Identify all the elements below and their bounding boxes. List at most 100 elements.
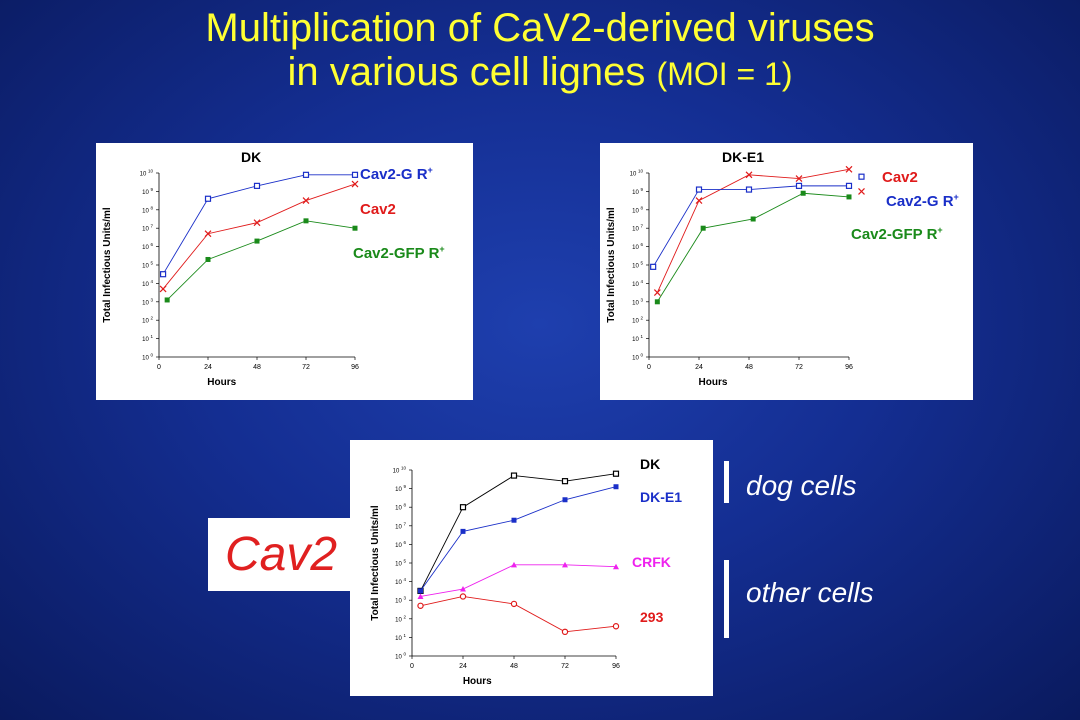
- y-tick-label: 10 10: [630, 169, 644, 178]
- x-tick-label: 96: [845, 364, 853, 371]
- legend-cav2-gfp-r-text: Cav2-GFP R: [851, 226, 938, 243]
- y-tick-label: 10 3: [395, 596, 406, 605]
- marker-open-square: [351, 171, 359, 178]
- x-tick-label: 72: [302, 364, 310, 371]
- y-tick-label: 10 1: [142, 334, 153, 343]
- x-tick-label: 72: [795, 364, 803, 371]
- legend-293: 293: [640, 609, 664, 625]
- y-tick-label: 10 2: [632, 316, 643, 325]
- legend-dke1: DK-E1: [640, 489, 683, 505]
- y-tick-label: 10 6: [142, 242, 153, 251]
- y-axis-label: Total Infectious Units/ml: [102, 207, 113, 323]
- x-tick-label: 72: [561, 663, 569, 670]
- marker-filled-square: [750, 216, 756, 222]
- marker-filled-square: [164, 297, 170, 303]
- marker-triangle: [613, 563, 619, 570]
- x-axis-label: Hours: [207, 377, 236, 388]
- y-tick-label: 10 7: [395, 521, 406, 530]
- marker-triangle: [460, 586, 466, 592]
- marker-filled-square: [418, 588, 423, 594]
- y-tick-label: 10 9: [395, 484, 406, 493]
- y-tick-label: 10 0: [395, 652, 406, 661]
- marker-open-square: [745, 186, 753, 193]
- title-line2-text: in various cell lignes: [287, 50, 646, 94]
- x-axis-label: Hours: [463, 676, 492, 687]
- series-line: [162, 183, 356, 290]
- marker-x: [745, 171, 753, 179]
- y-tick-label: 10 2: [395, 614, 406, 623]
- y-tick-label: 10 5: [395, 559, 406, 568]
- marker-filled-square: [352, 225, 358, 231]
- marker-filled-square: [562, 497, 568, 503]
- marker-filled-square: [460, 528, 466, 534]
- y-tick-label: 10 3: [632, 297, 643, 306]
- legend-cav2-gfp-r: Cav2-GFP R+: [353, 244, 445, 262]
- legend-cav2-g-r-text: Cav2-G R: [886, 193, 954, 210]
- chart-title: DK-E1: [722, 149, 764, 165]
- y-axis-label: Total Infectious Units/ml: [606, 207, 617, 323]
- chart-dk-panel: 10 0 10 1 10 2 10 3 10 4 10 5 10 6 10 7 10 8 10 9…: [96, 143, 473, 400]
- legend-cav2-gfp-r-text: Cav2-GFP R: [353, 245, 440, 262]
- y-tick-label: 10 8: [142, 205, 153, 214]
- x-tick-label: 96: [351, 364, 359, 371]
- marker-filled-square: [303, 218, 309, 224]
- slide-title-line2: in various cell lignes (MOI = 1): [0, 50, 1080, 96]
- legend-cav2-g-r-sup: +: [427, 165, 433, 175]
- cav2-label: Cav2: [208, 518, 354, 591]
- y-tick-label: 10 0: [142, 353, 153, 362]
- series-line: [656, 192, 850, 303]
- x-tick-label: 24: [695, 364, 703, 371]
- y-tick-label: 10 5: [142, 261, 153, 270]
- y-tick-label: 10 8: [395, 503, 406, 512]
- series-line: [420, 473, 617, 592]
- marker-x: [795, 175, 803, 182]
- y-tick-label: 10 7: [632, 224, 643, 233]
- x-tick-label: 48: [253, 364, 261, 371]
- marker-x: [351, 180, 359, 188]
- marker-x: [695, 197, 703, 205]
- legend-crfk: CRFK: [632, 554, 671, 570]
- marker-open-square: [795, 182, 803, 189]
- marker-open-square: [561, 478, 569, 485]
- marker-open-circle: [561, 628, 569, 636]
- marker-open-square: [858, 173, 865, 180]
- marker-triangle: [511, 561, 517, 568]
- marker-open-square: [253, 182, 261, 189]
- marker-open-square: [650, 263, 657, 270]
- dog-cells-bracket: [724, 461, 729, 503]
- marker-x: [302, 197, 310, 205]
- y-tick-label: 10 1: [632, 334, 643, 343]
- x-tick-label: 0: [157, 364, 161, 371]
- marker-open-square: [845, 182, 853, 189]
- legend-cav2-gfp-r-sup: +: [937, 225, 943, 235]
- chart-dke1-panel: 10 0 10 1 10 2 10 3 10 4 10 5 10 6 10 7 10 8 10 9…: [600, 143, 973, 400]
- series-line: [420, 486, 617, 592]
- legend-cav2-gfp-r-sup: +: [439, 244, 445, 254]
- marker-filled-square: [254, 238, 260, 244]
- marker-filled-square: [205, 256, 211, 262]
- marker-triangle: [417, 593, 424, 599]
- marker-filled-square: [700, 225, 706, 231]
- y-tick-label: 10 4: [632, 279, 643, 288]
- marker-open-square: [510, 472, 518, 479]
- y-tick-label: 10 0: [632, 353, 643, 362]
- slide-title-line1: Multiplication of CaV2-derived viruses: [205, 6, 875, 50]
- y-tick-label: 10 2: [142, 316, 153, 325]
- marker-filled-square: [846, 194, 852, 200]
- x-tick-label: 24: [459, 663, 467, 670]
- legend-cav2-gfp-r: Cav2-GFP R+: [851, 225, 943, 243]
- y-tick-label: 10 6: [395, 540, 406, 549]
- marker-open-circle: [510, 600, 518, 608]
- chart-dke1: 10 0 10 1 10 2 10 3 10 4 10 5 10 6 10 7 10 8 10 9…: [606, 149, 865, 388]
- y-tick-label: 10 1: [395, 633, 406, 642]
- chart-cav2-cells-panel: 10 0 10 1 10 2 10 3 10 4 10 5 10 6 10 7 10 8 10 9…: [350, 440, 713, 696]
- legend-cav2-g-r-sup: +: [953, 192, 959, 202]
- title-moi: (MOI = 1): [656, 56, 793, 92]
- legend-cav2: Cav2: [360, 201, 396, 218]
- marker-triangle: [562, 561, 568, 568]
- y-tick-label: 10 9: [142, 187, 153, 196]
- marker-x: [204, 230, 212, 238]
- series-line: [166, 220, 356, 301]
- x-tick-label: 96: [612, 663, 620, 670]
- marker-filled-square: [511, 517, 517, 523]
